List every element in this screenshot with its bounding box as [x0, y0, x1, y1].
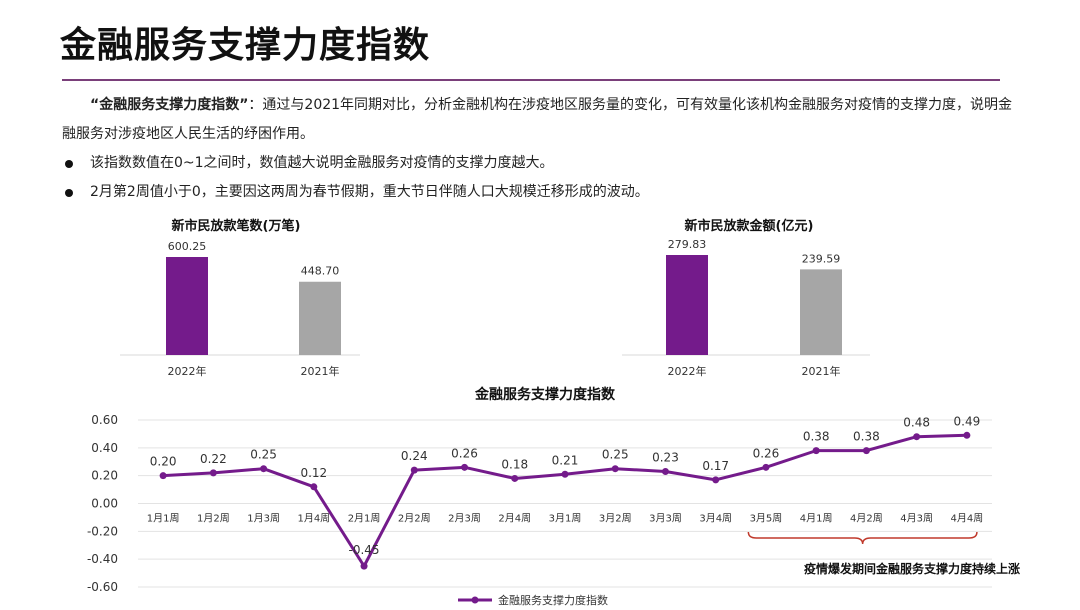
annotation-text: 疫情爆发期间金融服务支撑力度持续上涨: [804, 561, 1020, 576]
intro-paragraph: “金融服务支撑力度指数”：通过与2021年同期对比，分析金融机构在涉疫地区服务量…: [62, 91, 1022, 149]
data-point: [360, 562, 368, 570]
data-label: -0.45: [349, 543, 380, 557]
bar-category-label: 2021年: [301, 364, 340, 378]
data-point: [260, 465, 268, 473]
intro-text: ：通过与2021年同期对比，分析金融机构在涉疫地区服务量的变化，可有效量化该机构…: [62, 97, 1013, 142]
bar: [299, 281, 341, 355]
bar-category-label: 2021年: [802, 364, 841, 378]
data-label: 0.23: [652, 450, 679, 464]
bullet-item: 该指数数值在0~1之间时，数值越大说明金融服务对疫情的支撑力度越大。: [62, 149, 1022, 178]
bar-value-label: 239.59: [802, 252, 841, 265]
x-tick-label: 4月3周: [900, 513, 933, 525]
y-tick-label: 0.60: [91, 413, 118, 427]
x-tick-label: 4月2周: [850, 513, 883, 525]
data-point: [611, 465, 619, 473]
data-label: 0.20: [150, 455, 177, 469]
x-tick-label: 4月1周: [800, 513, 833, 525]
bullet-text: 2月第2周值小于0，主要因这两周为春节假期，重大节日伴随人口大规模迁移形成的波动…: [90, 184, 649, 200]
data-point: [862, 447, 870, 455]
line-chart-title: 金融服务支撑力度指数: [474, 386, 616, 403]
data-point: [913, 433, 921, 441]
x-tick-label: 3月5周: [750, 513, 783, 525]
data-point: [762, 463, 770, 471]
data-point: [410, 466, 418, 474]
bar: [166, 257, 208, 355]
x-tick-label: 1月4周: [297, 513, 330, 525]
data-point: [461, 463, 469, 471]
data-point: [159, 472, 167, 480]
data-point: [561, 470, 569, 478]
bar: [666, 255, 708, 355]
data-label: 0.26: [451, 446, 478, 460]
bullet-item: 2月第2周值小于0，主要因这两周为春节假期，重大节日伴随人口大规模迁移形成的波动…: [62, 178, 1022, 207]
bar-category-label: 2022年: [168, 364, 207, 378]
data-label: 0.38: [803, 430, 830, 444]
y-tick-label: -0.20: [87, 524, 118, 538]
data-point: [310, 483, 318, 491]
data-label: 0.24: [401, 449, 428, 463]
data-point: [712, 476, 720, 484]
bullet-text: 该指数数值在0~1之间时，数值越大说明金融服务对疫情的支撑力度越大。: [90, 155, 554, 171]
data-label: 0.25: [250, 448, 277, 462]
x-tick-label: 1月2周: [197, 513, 230, 525]
y-tick-label: 0.20: [91, 469, 118, 483]
y-tick-label: -0.60: [87, 580, 118, 594]
data-label: 0.17: [702, 459, 729, 473]
bullet-dot-icon: [65, 189, 73, 197]
bullet-list: 该指数数值在0~1之间时，数值越大说明金融服务对疫情的支撑力度越大。 2月第2周…: [62, 149, 1022, 207]
data-point: [661, 467, 669, 475]
data-point: [963, 431, 971, 439]
bullet-dot-icon: [65, 160, 73, 168]
x-tick-label: 1月1周: [147, 513, 180, 525]
data-point: [209, 469, 217, 477]
bar-chart-title: 新市民放款笔数(万笔): [172, 218, 301, 234]
x-tick-label: 3月2周: [599, 513, 632, 525]
bar-chart-title: 新市民放款金额(亿元): [685, 218, 814, 234]
bar-category-label: 2022年: [668, 364, 707, 378]
x-tick-label: 2月4周: [498, 513, 531, 525]
data-label: 0.25: [602, 448, 629, 462]
data-point: [812, 447, 820, 455]
intro-section: “金融服务支撑力度指数”：通过与2021年同期对比，分析金融机构在涉疫地区服务量…: [62, 91, 1022, 207]
bar-value-label: 448.70: [301, 265, 340, 278]
annotation-bracket: [747, 531, 978, 545]
y-tick-label: 0.40: [91, 441, 118, 455]
intro-term: “金融服务支撑力度指数”: [90, 97, 249, 113]
x-tick-label: 1月3周: [247, 513, 280, 525]
data-label: 0.22: [200, 452, 227, 466]
data-label: 0.26: [753, 446, 780, 460]
bar: [800, 269, 842, 355]
data-label: 0.49: [954, 414, 981, 428]
x-tick-label: 2月3周: [448, 513, 481, 525]
x-tick-label: 2月1周: [348, 513, 381, 525]
bar-value-label: 279.83: [668, 238, 707, 251]
legend-marker-icon: [471, 596, 479, 604]
x-tick-label: 3月3周: [649, 513, 682, 525]
legend-label: 金融服务支撑力度指数: [498, 593, 608, 607]
data-label: 0.21: [552, 453, 579, 467]
x-tick-label: 3月1周: [549, 513, 582, 525]
page-title: 金融服务支撑力度指数: [60, 25, 431, 66]
bar-value-label: 600.25: [168, 240, 207, 253]
x-tick-label: 3月4周: [699, 513, 732, 525]
y-tick-label: -0.40: [87, 552, 118, 566]
data-label: 0.18: [501, 457, 528, 471]
data-label: 0.48: [903, 416, 930, 430]
title-divider: [62, 79, 1000, 81]
x-tick-label: 2月2周: [398, 513, 431, 525]
data-label: 0.12: [300, 466, 327, 480]
data-label: 0.38: [853, 430, 880, 444]
data-point: [511, 474, 519, 482]
x-tick-label: 4月4周: [951, 513, 984, 525]
y-tick-label: 0.00: [91, 497, 118, 511]
